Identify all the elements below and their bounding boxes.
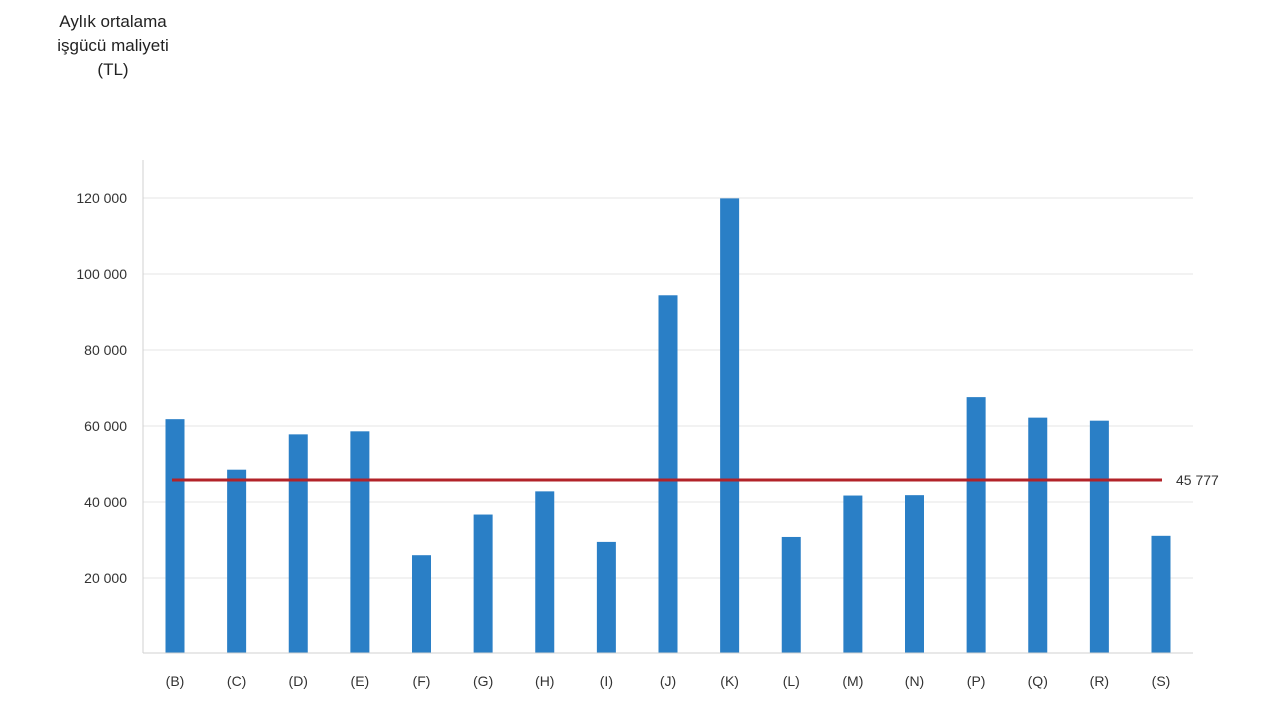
y-tick-labels: 20 000 40 000 60 000 80 000 100 000 120 000 [76, 190, 127, 586]
y-tick-label: 120 000 [76, 190, 127, 206]
x-tick-label: (D) [289, 673, 308, 689]
bar-q [1028, 417, 1048, 653]
y-tick-label: 80 000 [84, 342, 127, 358]
y-axis-title-line-2: işgücü maliyeti [57, 36, 169, 55]
bar-r [1089, 420, 1109, 653]
y-tick-label: 100 000 [76, 266, 127, 282]
x-tick-label: (B) [166, 673, 185, 689]
x-tick-label: (L) [783, 673, 800, 689]
reference-line-label: 45 777 [1176, 472, 1219, 488]
y-tick-label: 20 000 [84, 570, 127, 586]
y-axis-title-line-1: Aylık ortalama [59, 12, 167, 31]
bar-c [227, 469, 247, 653]
x-tick-label: (G) [473, 673, 493, 689]
bar-b [165, 419, 185, 653]
bar-i [596, 541, 616, 653]
x-tick-label: (P) [967, 673, 986, 689]
y-tick-label: 40 000 [84, 494, 127, 510]
x-tick-label: (S) [1152, 673, 1171, 689]
bar-g [473, 514, 493, 653]
x-tick-label: (K) [720, 673, 739, 689]
bar-l [781, 536, 801, 653]
bar-h [535, 491, 555, 653]
y-axis-title-line-3: (TL) [97, 60, 129, 79]
x-tick-label: (E) [351, 673, 370, 689]
x-tick-label: (I) [600, 673, 613, 689]
bar-j [658, 295, 678, 653]
bar-d [288, 434, 308, 653]
bar-f [412, 555, 431, 653]
x-tick-label: (Q) [1028, 673, 1048, 689]
bar-n [905, 495, 924, 653]
y-tick-label: 60 000 [84, 418, 127, 434]
x-tick-labels: (B) (C) (D) (E) (F) (G) (H) (I) (J) (K) (L) (M) (N) (… [166, 673, 1171, 689]
x-tick-label: (H) [535, 673, 554, 689]
bar-e [350, 431, 370, 653]
bars [165, 198, 1171, 653]
y-axis-title: Aylık ortalama işgücü maliyeti (TL) [28, 10, 198, 82]
x-tick-label: (M) [842, 673, 863, 689]
bar-k [720, 198, 740, 653]
x-tick-label: (N) [905, 673, 924, 689]
bar-m [843, 495, 863, 653]
x-tick-label: (R) [1090, 673, 1109, 689]
x-tick-label: (F) [413, 673, 431, 689]
bar-s [1151, 535, 1171, 653]
x-tick-label: (J) [660, 673, 676, 689]
axes [142, 160, 1193, 654]
x-tick-label: (C) [227, 673, 246, 689]
reference-line-group: 45 777 [172, 472, 1219, 488]
bar-p [966, 397, 986, 653]
